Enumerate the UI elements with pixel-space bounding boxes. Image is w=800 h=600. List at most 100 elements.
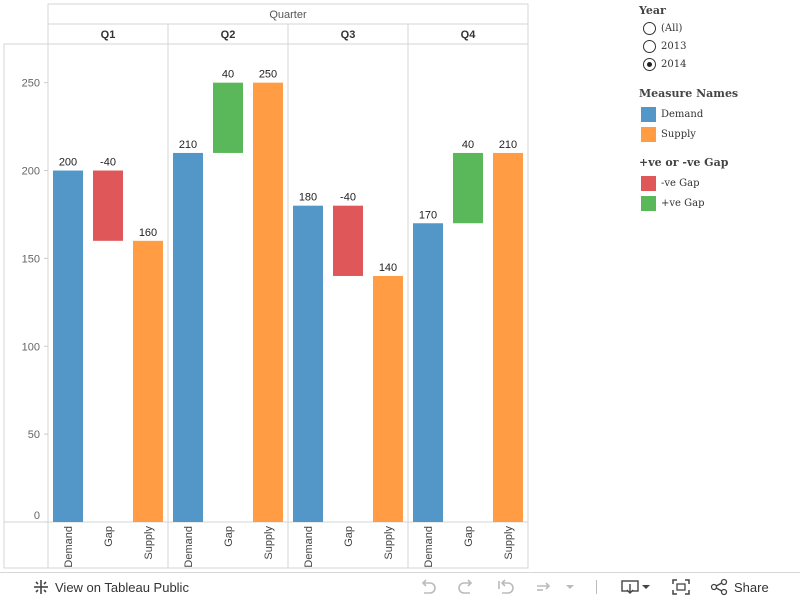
quarter-label: Q4 — [461, 29, 477, 41]
fullscreen-icon — [672, 579, 690, 595]
negative-gap-bar — [93, 170, 123, 241]
x-tick-label: Demand — [423, 526, 435, 568]
x-tick-label: Gap — [103, 526, 115, 547]
radio-icon — [643, 39, 656, 53]
negative-gap-swatch — [641, 175, 656, 191]
undo-button[interactable] — [418, 573, 438, 600]
gap-value-label: -40 — [100, 157, 116, 169]
y-tick-label: 100 — [22, 341, 40, 353]
supply-bar — [493, 152, 523, 523]
x-tick-label: Gap — [343, 526, 355, 547]
supply-value-label: 160 — [139, 227, 157, 239]
year-option-2014[interactable]: 2014 — [639, 55, 789, 73]
download-icon — [621, 580, 639, 594]
legend-item-label: +ve Gap — [661, 197, 705, 209]
positive-gap-swatch — [641, 195, 656, 211]
chart-frame — [3, 43, 529, 569]
x-tick-label: Supply — [503, 526, 515, 560]
fullscreen-button[interactable] — [671, 573, 691, 600]
waterfall-chart: Quarter Q1 Q2 Q3 Q4 0 50 100 150 200 250 200 160 -40 D… — [3, 3, 529, 569]
supply-value-label: 210 — [499, 139, 517, 151]
refresh-dropdown[interactable] — [565, 573, 575, 600]
x-tick-label: Gap — [463, 526, 475, 547]
supply-value-label: 250 — [259, 69, 277, 81]
download-button[interactable] — [620, 573, 651, 600]
y-tick-label: 200 — [22, 166, 40, 178]
refresh-button[interactable] — [534, 573, 554, 600]
demand-bar — [53, 170, 83, 522]
quarter-label: Q2 — [221, 29, 236, 41]
year-option-label: 2013 — [661, 40, 687, 52]
undo-icon — [421, 579, 436, 594]
measure-names-legend: Measure Names Demand Supply — [639, 87, 789, 144]
x-tick-label: Supply — [383, 526, 395, 560]
legend-item-negative-gap[interactable]: -ve Gap — [639, 173, 789, 193]
revert-button[interactable] — [496, 573, 516, 600]
radio-icon — [643, 57, 656, 71]
year-option-label: 2014 — [661, 58, 687, 70]
gap-value-label: -40 — [340, 192, 356, 204]
x-tick-label: Demand — [63, 526, 75, 568]
demand-value-label: 210 — [179, 139, 197, 151]
gap-value-label: 40 — [462, 139, 474, 151]
tableau-toolbar: View on Tableau Public — [0, 572, 800, 600]
share-icon — [710, 578, 728, 596]
y-tick-label: 50 — [28, 429, 40, 441]
x-tick-label: Supply — [143, 526, 155, 560]
y-tick-label: 250 — [22, 78, 40, 90]
share-button[interactable]: Share — [710, 573, 769, 600]
demand-bar — [293, 205, 323, 523]
legend-item-label: Supply — [661, 128, 696, 140]
redo-button[interactable] — [456, 573, 476, 600]
view-on-tableau-public-link[interactable]: View on Tableau Public — [32, 573, 189, 600]
x-tick-label: Supply — [263, 526, 275, 560]
supply-value-label: 140 — [379, 262, 397, 274]
supply-bar — [373, 275, 403, 522]
x-tick-label: Gap — [223, 526, 235, 547]
supply-bar — [253, 82, 283, 522]
gap-value-label: 40 — [222, 69, 234, 81]
legend-item-supply[interactable]: Supply — [639, 124, 789, 144]
chevron-down-icon — [566, 585, 574, 589]
legend-item-demand[interactable]: Demand — [639, 104, 789, 124]
share-label: Share — [734, 579, 769, 595]
year-filter-title: Year — [639, 4, 666, 17]
demand-value-label: 200 — [59, 157, 77, 169]
year-option-2013[interactable]: 2013 — [639, 37, 789, 55]
demand-value-label: 180 — [299, 192, 317, 204]
legend-item-label: Demand — [661, 108, 704, 120]
supply-bar — [133, 240, 163, 522]
quarter-header-label: Quarter — [269, 9, 307, 21]
demand-bar — [173, 152, 203, 523]
year-option-label: (All) — [661, 22, 683, 34]
y-tick-label: 150 — [22, 253, 40, 265]
year-option-all[interactable]: (All) — [639, 19, 789, 37]
x-tick-label: Demand — [183, 526, 195, 568]
measure-names-title: Measure Names — [639, 87, 739, 100]
gap-legend: +ve or -ve Gap -ve Gap +ve Gap — [639, 156, 789, 213]
quarter-label: Q3 — [341, 29, 356, 41]
negative-gap-bar — [333, 205, 363, 276]
redo-icon — [458, 579, 473, 594]
y-tick-label: 0 — [34, 510, 40, 522]
positive-gap-bar — [453, 152, 483, 224]
legend-item-positive-gap[interactable]: +ve Gap — [639, 193, 789, 213]
view-on-tableau-public-label: View on Tableau Public — [55, 579, 189, 595]
year-filter: Year (All) 2013 2014 — [639, 4, 789, 73]
legend-item-label: -ve Gap — [661, 177, 700, 189]
x-tick-label: Demand — [303, 526, 315, 568]
demand-value-label: 170 — [419, 209, 437, 221]
radio-icon — [643, 21, 656, 35]
demand-bar — [413, 223, 443, 522]
tableau-logo-icon — [34, 580, 48, 594]
supply-swatch — [641, 126, 656, 142]
demand-swatch — [641, 106, 656, 122]
quarter-label: Q1 — [101, 29, 116, 41]
legend-panel: Year (All) 2013 2014 Measure Names Deman… — [639, 4, 789, 213]
chevron-down-icon — [642, 585, 650, 589]
gap-legend-title: +ve or -ve Gap — [639, 156, 729, 169]
revert-icon — [498, 579, 514, 594]
positive-gap-bar — [213, 82, 243, 153]
toolbar-divider — [596, 580, 597, 594]
refresh-icon — [537, 582, 551, 591]
